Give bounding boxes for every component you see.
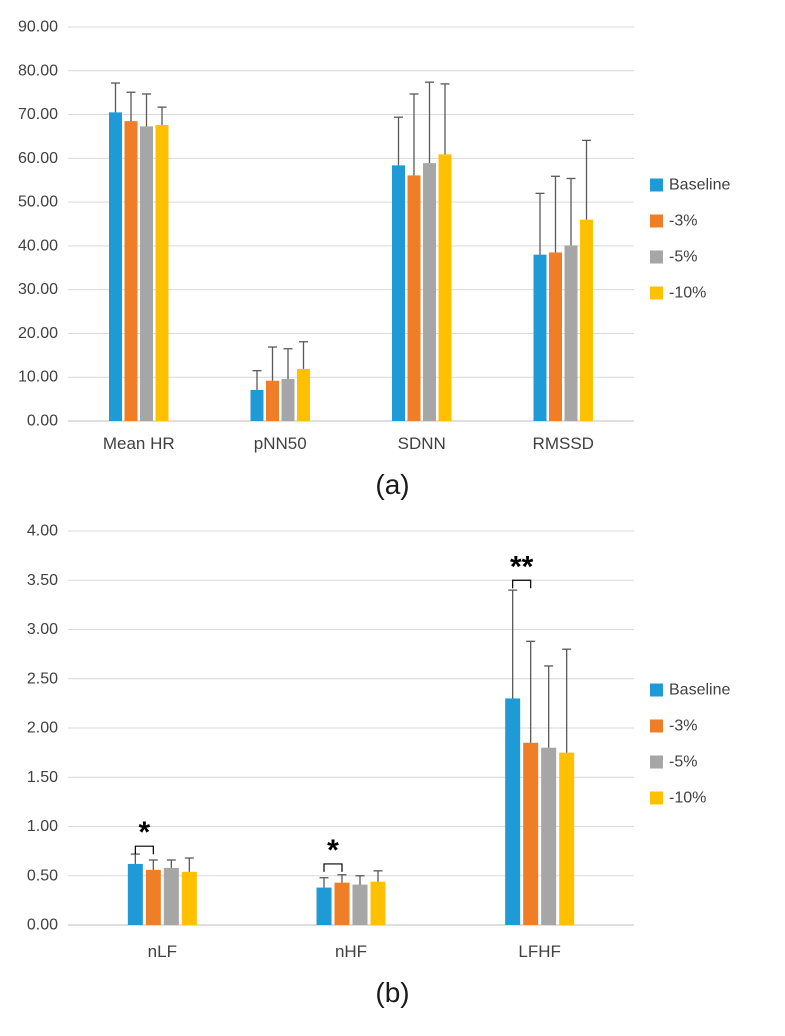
bar--5%-SDNN	[423, 163, 436, 421]
bar--10%-LFHF	[559, 752, 575, 925]
bar--3%-SDNN	[407, 175, 421, 421]
chart-panel-a: 0.00 10.00 20.00 30.00 40.00 50.00 60.00 70.00 8…	[0, 0, 785, 510]
bar--3%-LFHF	[523, 742, 539, 925]
significance-asterisk: **	[510, 550, 534, 583]
y-axis-tick-label: 40.00	[18, 237, 58, 254]
legend-item: -5%	[650, 249, 697, 266]
bar--10%-nHF	[370, 881, 386, 925]
bar--5%-Mean HR	[140, 126, 153, 422]
y-axis-tick-label: 1.50	[27, 769, 58, 786]
bar--10%-nLF	[181, 871, 197, 925]
y-axis-tick-label: 0.00	[27, 413, 58, 430]
x-category-label: nLF	[148, 942, 177, 961]
legend-label: Baseline	[669, 682, 730, 699]
y-axis-tick-label: 4.00	[27, 523, 58, 540]
legend-item: -10%	[650, 790, 706, 807]
bar-Baseline-pNN50	[250, 389, 264, 421]
y-axis-tick-label: 0.50	[27, 867, 58, 884]
y-axis-tick-label: 2.00	[27, 720, 58, 737]
y-axis-tick-label: 30.00	[18, 281, 58, 298]
bar--10%-Mean HR	[155, 125, 169, 421]
legend-item: -3%	[650, 718, 697, 735]
bar--5%-RMSSD	[564, 245, 578, 421]
legend-swatch	[650, 791, 663, 805]
y-axis-tick-label: 10.00	[18, 369, 58, 386]
chart-panel-b: 0.00 0.50 1.00 1.50 2.00 2.50 3.00 3.50 4.00 nLF n…	[0, 505, 785, 1036]
y-axis-tick-label: 80.00	[18, 62, 58, 79]
y-axis-tick-label: 50.00	[18, 194, 58, 211]
y-axis-tick-label: 3.50	[27, 572, 58, 589]
x-category-label: RMSSD	[533, 434, 594, 453]
y-axis-tick-label: 90.00	[18, 19, 58, 36]
legend-swatch	[650, 683, 663, 697]
bar--5%-pNN50	[281, 378, 295, 421]
bar-Baseline-LFHF	[505, 698, 521, 925]
y-axis-tick-label: 2.50	[27, 670, 58, 687]
legend-swatch	[650, 178, 663, 192]
significance-asterisk: *	[327, 834, 339, 867]
x-category-label: LFHF	[518, 942, 561, 961]
legend-swatch	[650, 719, 663, 733]
legend-label: -3%	[669, 213, 697, 230]
legend-item: Baseline	[650, 682, 730, 699]
legend-swatch	[650, 755, 663, 769]
legend-label: -5%	[669, 249, 697, 266]
bar-Baseline-Mean HR	[109, 112, 122, 421]
legend-swatch	[650, 250, 663, 264]
bar--10%-SDNN	[438, 154, 452, 422]
bar--3%-Mean HR	[124, 121, 138, 421]
x-category-label: nHF	[335, 942, 367, 961]
legend-item: -10%	[650, 285, 706, 302]
bar-Baseline-nHF	[316, 887, 332, 925]
bar-Baseline-SDNN	[392, 165, 405, 421]
x-category-label: pNN50	[254, 434, 307, 453]
x-category-label: SDNN	[398, 434, 446, 453]
legend-item: -5%	[650, 754, 697, 771]
bar--3%-RMSSD	[549, 252, 562, 421]
bar--5%-nHF	[352, 884, 368, 925]
significance-bracket	[323, 863, 343, 872]
panel-label: (a)	[375, 469, 409, 500]
legend-label: -10%	[669, 285, 706, 302]
legend-swatch	[650, 214, 663, 228]
legend-item: -3%	[650, 213, 697, 230]
legend-label: -10%	[669, 790, 706, 807]
significance-bracket	[512, 579, 532, 589]
legend-item: Baseline	[650, 177, 730, 194]
bar--10%-RMSSD	[580, 219, 593, 421]
y-axis-tick-label: 60.00	[18, 150, 58, 167]
bar--10%-pNN50	[297, 368, 310, 421]
bar-chart-svg-a: 0.00 10.00 20.00 30.00 40.00 50.00 60.00 70.00 8…	[18, 19, 731, 501]
bar-Baseline-RMSSD	[533, 254, 547, 421]
y-axis-tick-label: 70.00	[18, 106, 58, 123]
significance-asterisk: *	[138, 816, 150, 849]
bar--3%-pNN50	[266, 380, 279, 421]
bar-chart-svg-b: 0.00 0.50 1.00 1.50 2.00 2.50 3.00 3.50 4.00 nLF n…	[27, 523, 731, 1009]
y-axis-tick-label: 20.00	[18, 325, 58, 342]
legend-swatch	[650, 286, 663, 300]
bar--3%-nHF	[334, 882, 350, 925]
bar--3%-nLF	[145, 869, 161, 925]
panel-label: (b)	[375, 977, 409, 1008]
bar--5%-LFHF	[541, 747, 557, 925]
y-axis-tick-label: 0.00	[27, 917, 58, 934]
y-axis-tick-label: 1.00	[27, 818, 58, 835]
x-category-label: Mean HR	[103, 434, 175, 453]
legend-label: -3%	[669, 718, 697, 735]
bar-Baseline-nLF	[127, 863, 143, 925]
legend-label: -5%	[669, 754, 697, 771]
significance-bracket	[134, 845, 154, 855]
y-axis-tick-label: 3.00	[27, 621, 58, 638]
bar--5%-nLF	[163, 867, 179, 925]
legend-label: Baseline	[669, 177, 730, 194]
